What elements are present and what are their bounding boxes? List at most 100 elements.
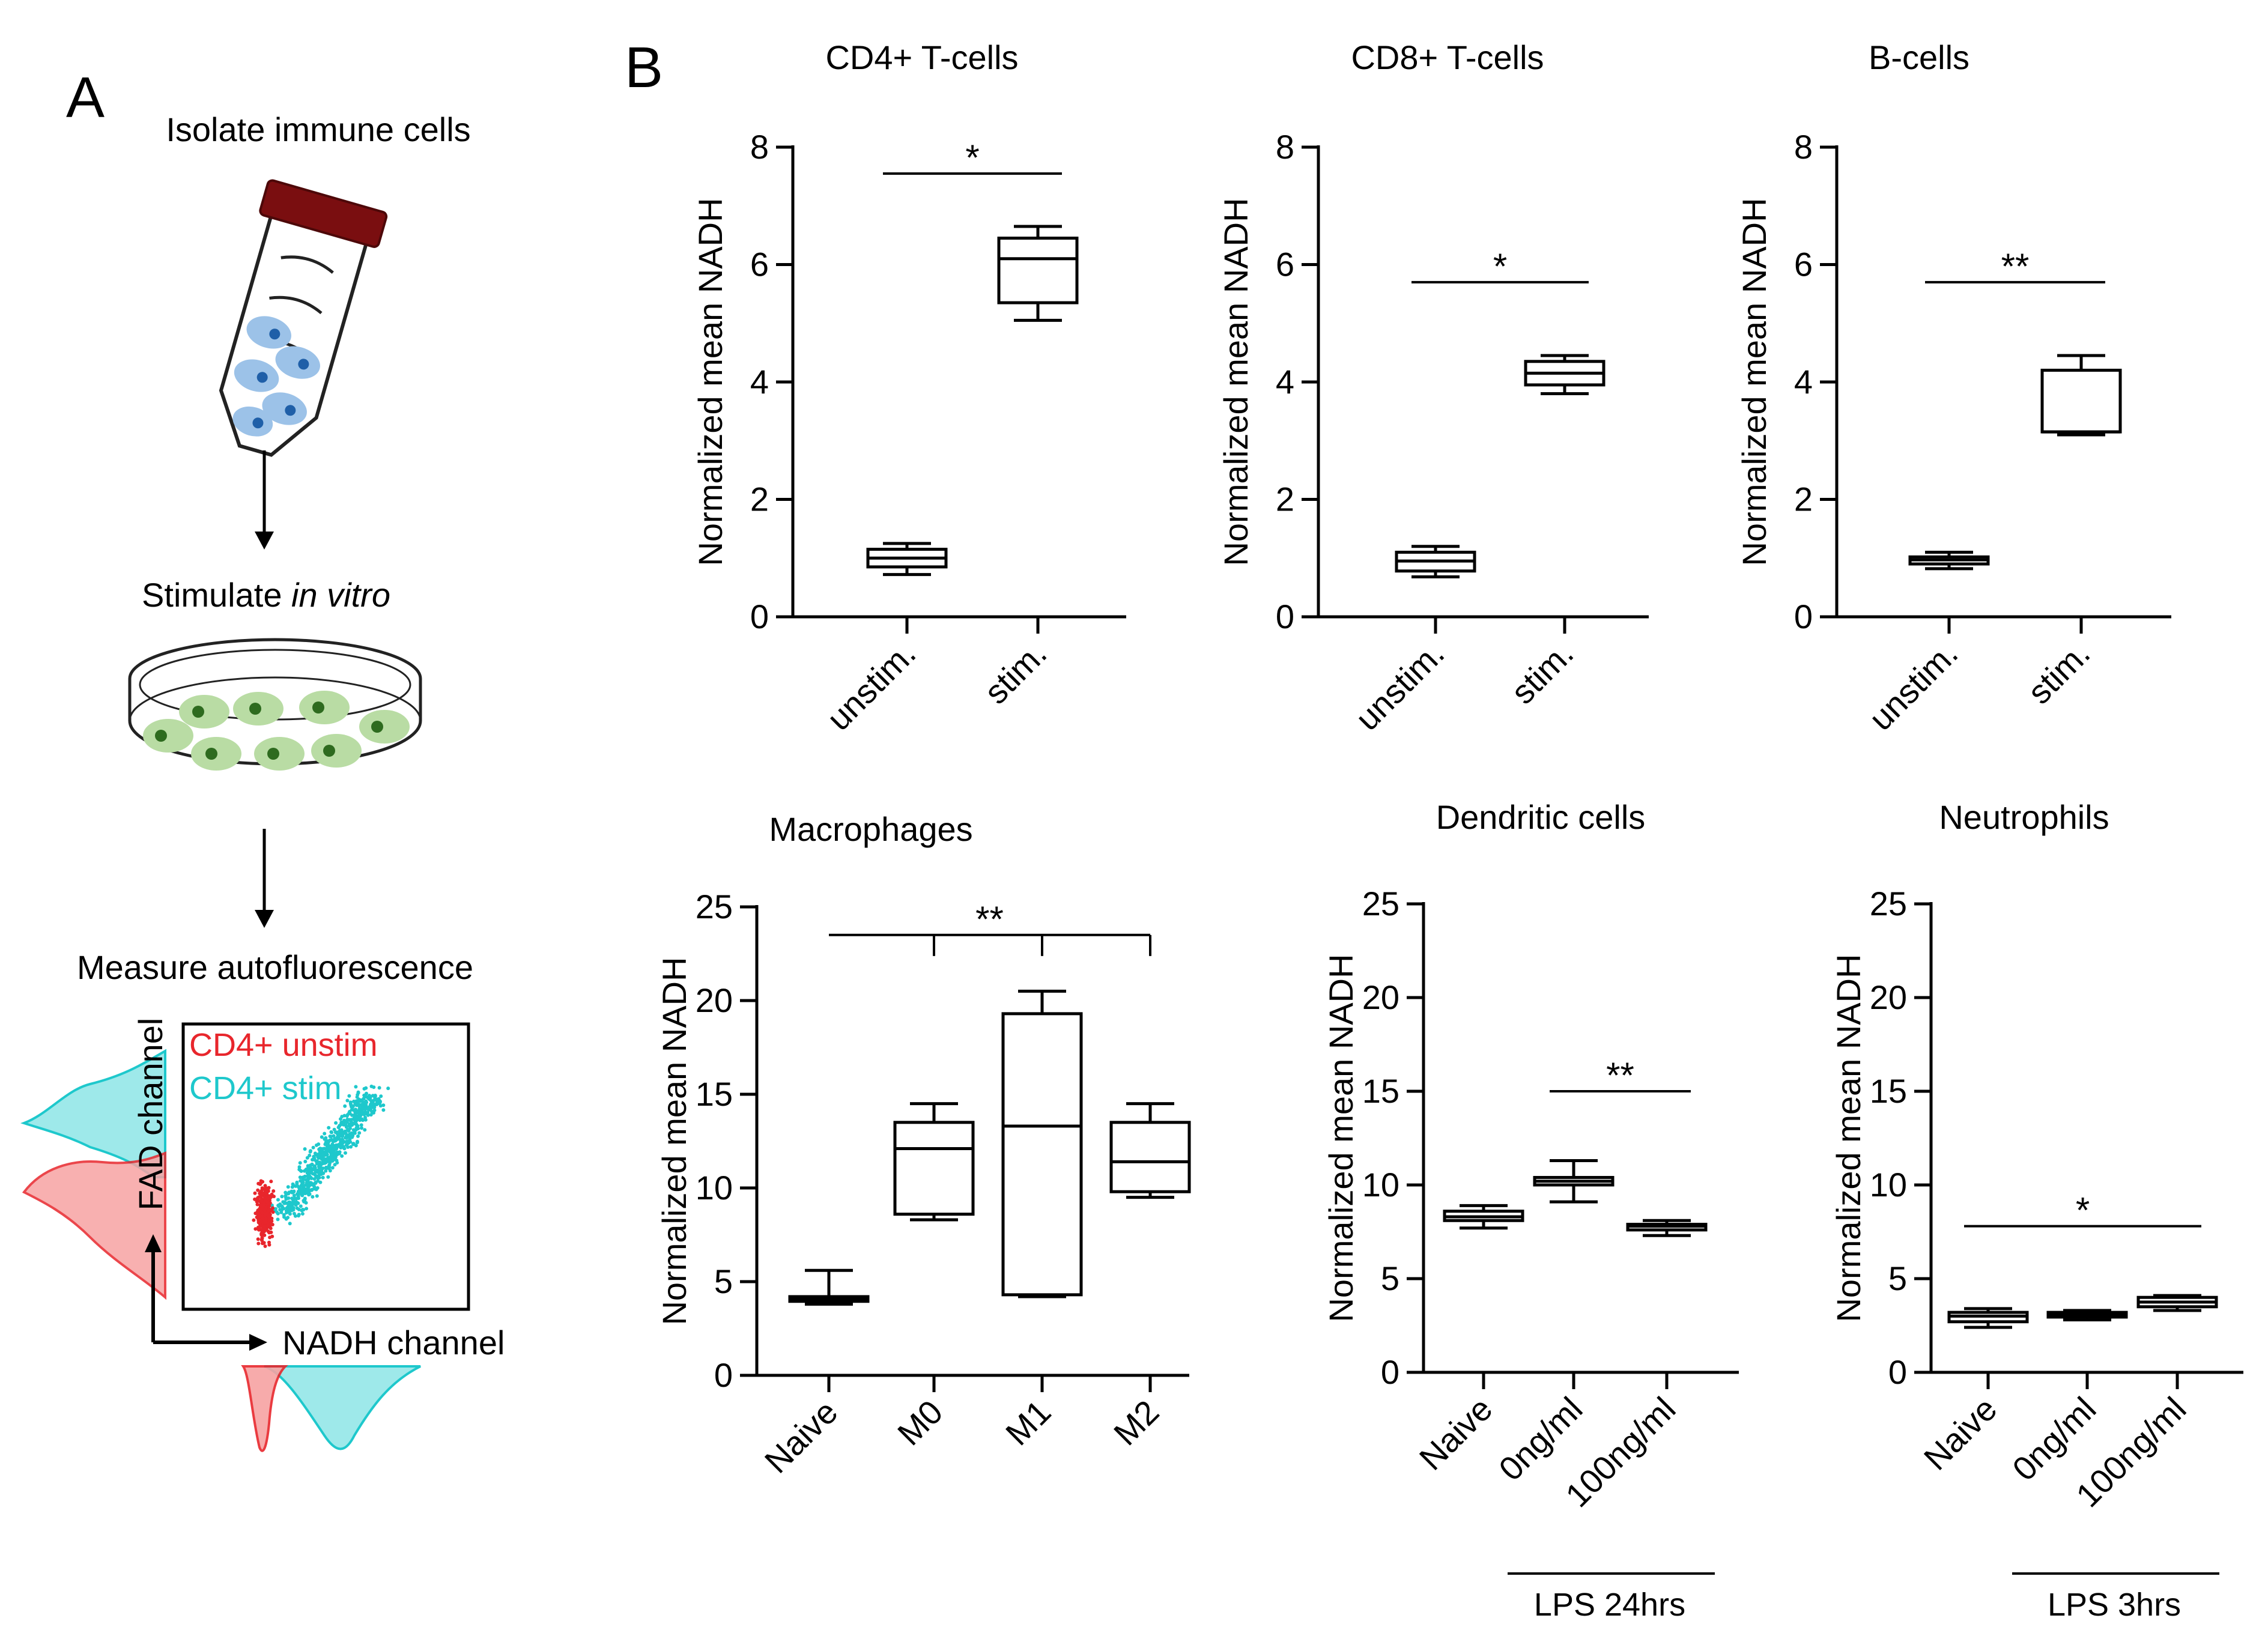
test-tube-icon xyxy=(219,179,388,457)
scatter-point-stim xyxy=(315,1162,319,1166)
arrow-down-icon xyxy=(255,450,274,550)
step-measure-label: Measure autofluorescence xyxy=(77,948,473,986)
scatter-point-stim xyxy=(364,1104,368,1108)
lps-24-bracket: LPS 24hrs xyxy=(1508,1572,1715,1623)
significance-label: ** xyxy=(2001,246,2030,286)
scatter-point-stim xyxy=(282,1200,287,1204)
scatter-point-stim xyxy=(348,1122,352,1126)
significance-bar: * xyxy=(883,138,1062,178)
scatter-point-stim xyxy=(343,1104,347,1108)
scatter-point-stim xyxy=(349,1145,353,1149)
scatter-point-stim xyxy=(299,1184,303,1188)
scatter-point-stim xyxy=(321,1147,325,1151)
y-tick-label: 20 xyxy=(1362,978,1399,1016)
box-iqr xyxy=(893,1121,975,1216)
scatter-point-stim xyxy=(317,1142,321,1147)
scatter-point-stim xyxy=(354,1085,358,1089)
scatter-point-stim xyxy=(356,1134,360,1138)
scatter-point-stim xyxy=(303,1147,307,1151)
box-unstim. xyxy=(1908,550,1990,571)
significance-label: * xyxy=(2076,1190,2090,1231)
scatter-point-stim xyxy=(342,1122,346,1127)
y-tick-label: 8 xyxy=(1794,128,1813,166)
scatter-point-stim xyxy=(329,1130,333,1134)
scatter-point-stim xyxy=(316,1154,320,1159)
scatter-point-stim xyxy=(318,1171,322,1175)
x-tick-label: unstim. xyxy=(819,634,923,738)
scatter-point-unstim xyxy=(261,1241,265,1245)
scatter-point-stim xyxy=(309,1188,314,1192)
significance-label: ** xyxy=(1606,1055,1634,1095)
scatter-point-stim xyxy=(356,1090,360,1094)
scatter-point-stim xyxy=(350,1135,354,1139)
y-tick-label: 10 xyxy=(1362,1166,1399,1204)
scatter-point-stim xyxy=(325,1139,329,1143)
nadh-histogram-unstim xyxy=(241,1365,288,1452)
y-tick-label: 8 xyxy=(1276,128,1294,166)
scatter-point-stim xyxy=(305,1207,309,1211)
scatter-point-stim xyxy=(381,1103,386,1107)
scatter-point-stim xyxy=(353,1113,357,1117)
y-tick-label: 0 xyxy=(750,598,769,635)
scatter-point-stim xyxy=(357,1103,360,1107)
panel-b: B CD4+ T-cells 0 2 4 6 8 Normalized mean NADH u… xyxy=(625,35,2243,1623)
scatter-point-stim xyxy=(280,1195,284,1199)
scatter-point-stim xyxy=(288,1209,292,1213)
scatter-point-unstim xyxy=(269,1230,273,1234)
scatter-point-stim xyxy=(373,1095,377,1100)
scatter-point-stim xyxy=(302,1169,306,1173)
scatter-point-unstim xyxy=(258,1182,262,1186)
scatter-point-stim xyxy=(367,1105,371,1109)
scatter-point-stim xyxy=(288,1212,292,1216)
scatter-point-stim xyxy=(330,1156,334,1160)
scatter-point-stim xyxy=(357,1107,362,1111)
scatter-point-stim xyxy=(353,1101,357,1106)
y-tick-label: 5 xyxy=(1888,1259,1907,1297)
chart-1: CD4+ T-cells 0 2 4 6 8 Normalized mean NADH uns… xyxy=(691,38,1126,738)
scatter-point-stim xyxy=(309,1149,312,1153)
y-tick-label: 20 xyxy=(1870,978,1907,1016)
scatter-point-stim xyxy=(311,1195,315,1199)
scatter-point-unstim xyxy=(257,1208,261,1211)
y-tick-label: 0 xyxy=(714,1356,733,1394)
scatter-point-stim xyxy=(299,1204,303,1208)
scatter-point-stim xyxy=(323,1137,327,1141)
scatter-point-stim xyxy=(335,1130,339,1135)
scatter-point-unstim xyxy=(256,1237,260,1241)
scatter-point-stim xyxy=(295,1206,299,1210)
scatter-point-stim xyxy=(347,1094,351,1098)
box-unstim. xyxy=(1395,545,1476,579)
scatter-point-stim xyxy=(377,1086,381,1090)
y-tick-label: 25 xyxy=(1362,885,1399,923)
scatter-point-stim xyxy=(321,1175,325,1180)
scatter-point-stim xyxy=(292,1193,296,1198)
scatter-point-stim xyxy=(323,1142,327,1147)
y-tick-label: 15 xyxy=(1870,1072,1907,1110)
scatter-point-unstim xyxy=(256,1241,261,1246)
scatter-point-stim xyxy=(321,1171,325,1175)
scatter-point-stim xyxy=(336,1125,341,1130)
scatter-point-stim xyxy=(327,1125,331,1130)
scatter-point-unstim xyxy=(259,1238,264,1242)
x-tick-label: M2 xyxy=(1106,1393,1166,1453)
scatter-point-stim xyxy=(354,1125,359,1130)
scatter-point-stim xyxy=(290,1201,294,1205)
scatter-point-stim xyxy=(311,1158,314,1162)
box-M2 xyxy=(1109,1102,1191,1199)
y-tick-label: 0 xyxy=(1276,598,1294,635)
lps-24-label: LPS 24hrs xyxy=(1534,1587,1685,1623)
scatter-point-stim xyxy=(369,1084,374,1088)
scatter-point-stim xyxy=(298,1161,302,1165)
scatter-point-stim xyxy=(319,1163,323,1166)
scatter-point-stim xyxy=(303,1175,307,1179)
scatter-point-stim xyxy=(363,1111,367,1115)
scatter-point-stim xyxy=(321,1166,325,1171)
scatter-point-stim xyxy=(308,1153,312,1157)
y-axis-label: Normalized mean NADH xyxy=(1830,954,1867,1322)
scatter-point-stim xyxy=(353,1121,357,1125)
scatter-point-unstim xyxy=(253,1227,258,1231)
box-iqr xyxy=(997,237,1079,304)
